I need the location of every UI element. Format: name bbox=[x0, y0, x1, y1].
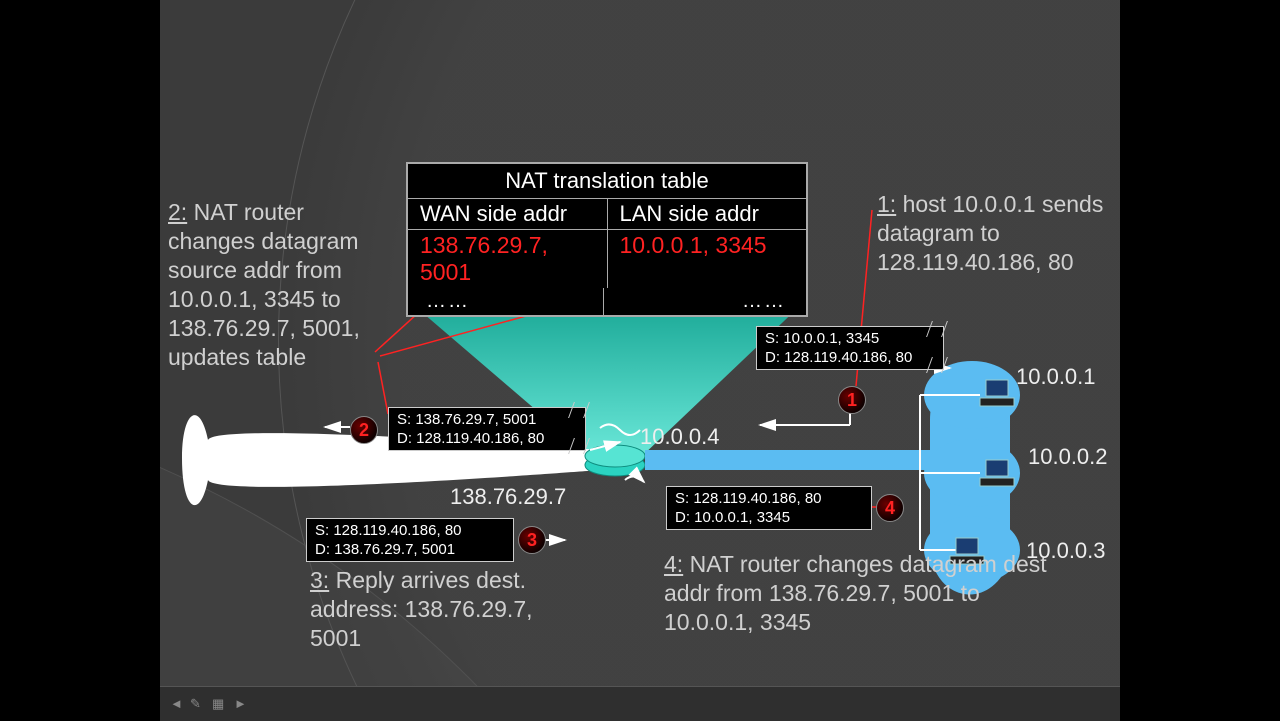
nat-table-title: NAT translation table bbox=[408, 164, 806, 199]
nat-dots-lan: …… bbox=[604, 288, 807, 315]
badge-2: 2 bbox=[350, 416, 378, 444]
step-2-text: 2: NAT router changes datagram source ad… bbox=[168, 198, 378, 372]
label-host-1: 10.0.0.1 bbox=[1016, 364, 1096, 390]
nat-table: NAT translation table WAN side addr LAN … bbox=[406, 162, 808, 317]
prev-icon[interactable]: ◄ bbox=[170, 696, 183, 711]
label-router-wan: 138.76.29.7 bbox=[450, 484, 566, 510]
badge-1: 1 bbox=[838, 386, 866, 414]
packet-4-dst: D: 10.0.0.1, 3345 bbox=[675, 508, 863, 527]
slides-icon[interactable]: ▦ bbox=[212, 696, 224, 712]
nat-table-row: 138.76.29.7, 5001 10.0.0.1, 3345 bbox=[408, 230, 806, 288]
badge-3: 3 bbox=[518, 526, 546, 554]
next-icon[interactable]: ► bbox=[234, 696, 247, 711]
nat-header-wan: WAN side addr bbox=[408, 199, 608, 229]
packet-2: S: 138.76.29.7, 5001 D: 128.119.40.186, … bbox=[388, 407, 586, 451]
packet-3-src: S: 128.119.40.186, 80 bbox=[315, 521, 505, 540]
lan-pipe bbox=[645, 450, 930, 470]
packet-4: S: 128.119.40.186, 80 D: 10.0.0.1, 3345 bbox=[666, 486, 872, 530]
video-toolbar: ◄ ✎ ▦ ► bbox=[160, 686, 1120, 721]
step-3-text: 3: Reply arrives dest. address: 138.76.2… bbox=[310, 566, 550, 653]
packet-2-src: S: 138.76.29.7, 5001 bbox=[397, 410, 577, 429]
label-host-3: 10.0.0.3 bbox=[1026, 538, 1106, 564]
packet-4-src: S: 128.119.40.186, 80 bbox=[675, 489, 863, 508]
packet-1-dst: D: 128.119.40.186, 80 bbox=[765, 348, 935, 367]
packet-1-src: S: 10.0.0.1, 3345 bbox=[765, 329, 935, 348]
packet-2-dst: D: 128.119.40.186, 80 bbox=[397, 429, 577, 448]
nat-dots-wan: …… bbox=[408, 288, 604, 315]
nat-table-dots-row: …… …… bbox=[408, 288, 806, 315]
nat-header-lan: LAN side addr bbox=[608, 199, 807, 229]
nat-cell-wan: 138.76.29.7, 5001 bbox=[408, 230, 608, 288]
packet-3: S: 128.119.40.186, 80 D: 138.76.29.7, 50… bbox=[306, 518, 514, 562]
step-4-text: 4: NAT router changes datagram dest addr… bbox=[664, 550, 1054, 637]
packet-1: S: 10.0.0.1, 3345 D: 128.119.40.186, 80 bbox=[756, 326, 944, 370]
nat-table-header-row: WAN side addr LAN side addr bbox=[408, 199, 806, 230]
packet-3-dst: D: 138.76.29.7, 5001 bbox=[315, 540, 505, 559]
slide: NAT translation table WAN side addr LAN … bbox=[160, 0, 1120, 686]
badge-4: 4 bbox=[876, 494, 904, 522]
nat-cell-lan: 10.0.0.1, 3345 bbox=[608, 230, 807, 288]
draw-icon[interactable]: ✎ bbox=[190, 696, 201, 712]
label-router-lan: 10.0.0.4 bbox=[640, 424, 720, 450]
step-1-text: 1: host 10.0.0.1 sends datagram to 128.1… bbox=[877, 190, 1107, 277]
label-host-2: 10.0.0.2 bbox=[1028, 444, 1108, 470]
